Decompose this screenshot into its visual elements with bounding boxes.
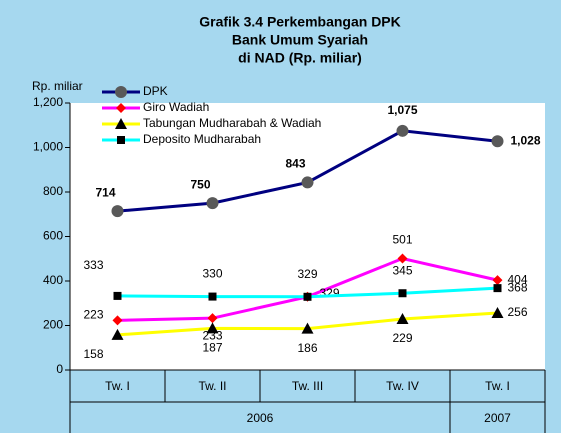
x-tick-label: Tw. I — [485, 379, 510, 393]
data-label: 223 — [83, 308, 103, 322]
chart-title: di NAD (Rp. miliar) — [238, 50, 362, 66]
legend-label: Tabungan Mudharabah & Wadiah — [143, 116, 321, 130]
y-tick-label: 0 — [56, 362, 63, 376]
data-label: 333 — [83, 258, 103, 272]
data-label: 714 — [95, 185, 115, 199]
point — [207, 313, 218, 324]
data-label: 158 — [83, 347, 103, 361]
point — [301, 176, 314, 189]
point — [111, 328, 124, 340]
point — [301, 322, 314, 334]
legend-label: DPK — [143, 84, 168, 98]
data-label: 345 — [392, 263, 412, 277]
data-label: 329 — [319, 286, 339, 300]
point — [398, 289, 407, 298]
data-label: 329 — [297, 267, 317, 281]
legend-label: Giro Wadiah — [143, 100, 209, 114]
y-tick-label: 200 — [43, 318, 63, 332]
y-tick-label: 1,200 — [33, 95, 63, 109]
y-axis-label: Rp. miliar — [32, 79, 83, 93]
legend-label: Deposito Mudharabah — [143, 132, 261, 146]
point — [397, 253, 408, 264]
point — [491, 307, 504, 319]
y-tick-label: 1,000 — [33, 140, 63, 154]
data-label: 330 — [202, 267, 222, 281]
point — [208, 292, 217, 301]
data-label: 750 — [190, 177, 210, 191]
legend-marker — [116, 103, 126, 113]
x-tick-label: Tw. I — [105, 379, 130, 393]
data-label: 229 — [392, 331, 412, 345]
x-group-label: 2006 — [247, 411, 274, 425]
point — [493, 284, 502, 293]
point — [206, 322, 219, 334]
data-label: 256 — [507, 305, 527, 319]
y-tick-label: 600 — [43, 229, 63, 243]
data-label: 186 — [297, 341, 317, 355]
legend-marker — [115, 118, 127, 129]
x-group-label: 2007 — [484, 411, 511, 425]
point — [112, 315, 123, 326]
data-label: 1,028 — [510, 133, 540, 147]
x-tick-label: Tw. IV — [386, 379, 419, 393]
point — [113, 291, 122, 300]
point — [491, 135, 504, 148]
x-tick-label: Tw. II — [198, 379, 226, 393]
data-label: 187 — [202, 341, 222, 355]
data-label: 404 — [507, 272, 527, 286]
data-label: 501 — [392, 233, 412, 247]
data-label: 368 — [507, 280, 527, 294]
x-tick-label: Tw. III — [292, 379, 323, 393]
point — [396, 124, 409, 137]
data-label: 1,075 — [387, 103, 417, 117]
data-label: 843 — [285, 157, 305, 171]
point — [396, 313, 409, 325]
chart-title: Bank Umum Syariah — [232, 32, 368, 48]
y-tick-label: 400 — [43, 273, 63, 287]
chart-title: Grafik 3.4 Perkembangan DPK — [199, 14, 401, 30]
y-tick-label: 800 — [43, 184, 63, 198]
legend-marker — [115, 86, 127, 98]
point — [111, 205, 124, 218]
point — [492, 275, 503, 286]
legend-marker — [117, 136, 125, 144]
point — [206, 197, 219, 210]
point — [303, 292, 312, 301]
